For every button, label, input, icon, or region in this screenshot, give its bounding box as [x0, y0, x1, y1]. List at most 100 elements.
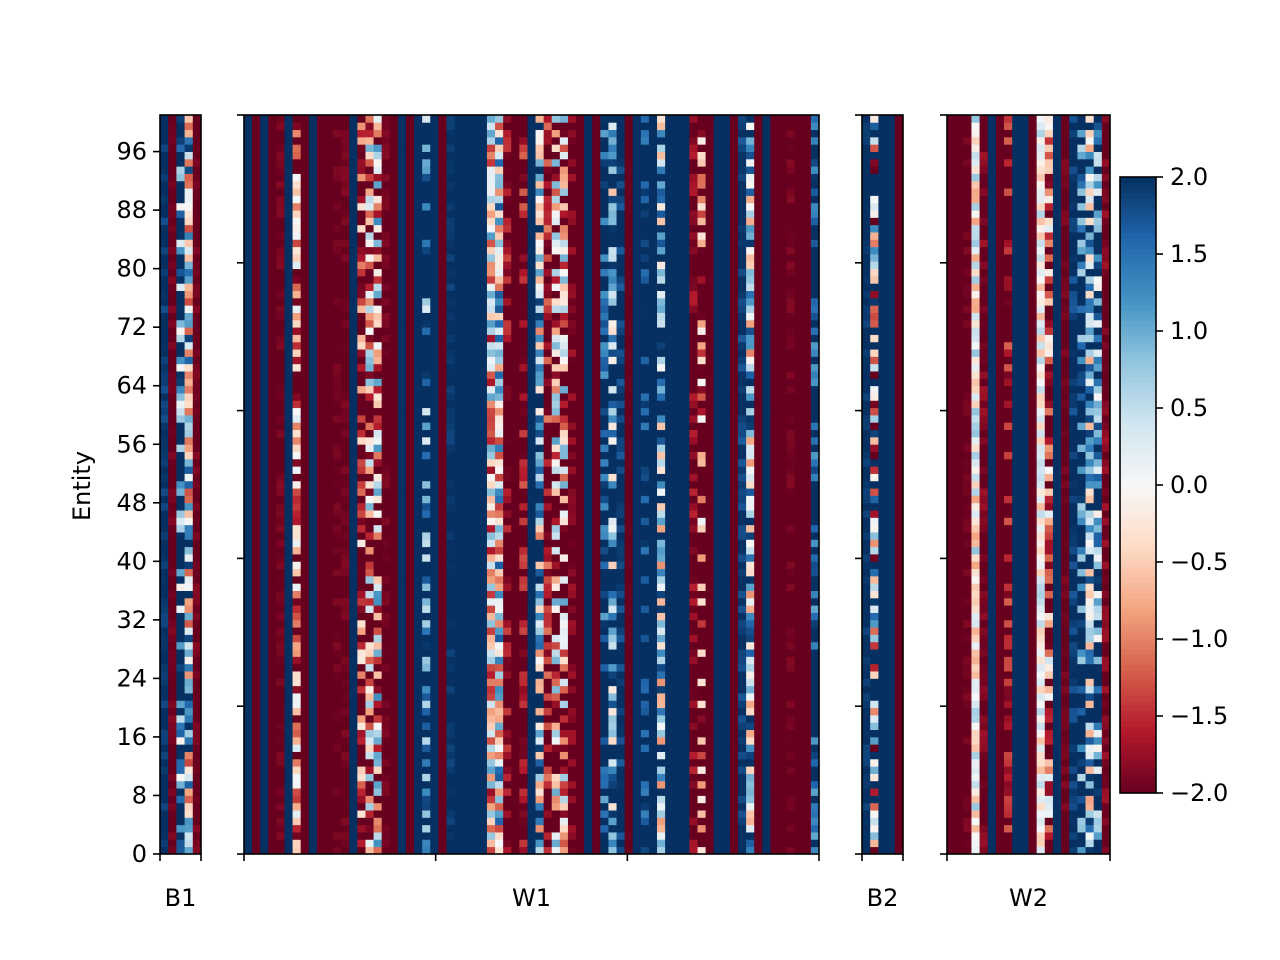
heatmap-cell [470, 641, 480, 650]
heatmap-cell [397, 436, 407, 445]
heatmap-cell [308, 605, 318, 613]
heatmap-cell [341, 319, 350, 328]
heatmap-cell [495, 656, 504, 665]
heatmap-cell [495, 788, 504, 796]
heatmap-cell [535, 385, 545, 394]
heatmap-cell [470, 371, 480, 379]
heatmap-cell [316, 122, 326, 131]
heatmap-cell [414, 619, 423, 628]
heatmap-cell [430, 444, 439, 452]
heatmap-cell [276, 451, 285, 460]
heatmap-cell [584, 115, 593, 123]
heatmap-cell [397, 780, 407, 789]
heatmap-cell [357, 751, 366, 760]
heatmap-cell [389, 115, 399, 123]
heatmap-cell [300, 583, 310, 591]
heatmap-cell [316, 802, 326, 811]
heatmap-cell [389, 788, 399, 796]
heatmap-cell [357, 246, 366, 255]
heatmap-cell [414, 422, 423, 431]
heatmap-cell [308, 517, 318, 526]
heatmap-cell [349, 619, 358, 628]
heatmap-cell [551, 605, 561, 613]
heatmap-cell [584, 714, 593, 723]
heatmap-cell [559, 378, 569, 387]
heatmap-cell [176, 561, 185, 570]
heatmap-cell [244, 627, 253, 635]
heatmap-cell [600, 758, 609, 767]
heatmap-cell [422, 510, 431, 518]
heatmap-cell [470, 144, 480, 152]
heatmap-cell [284, 502, 293, 511]
heatmap-cell [454, 319, 464, 328]
heatmap-cell [511, 158, 520, 167]
heatmap-cell [567, 115, 577, 123]
heatmap-cell [405, 173, 415, 182]
heatmap-cell [252, 444, 261, 452]
heatmap-cell [357, 202, 366, 211]
heatmap-cell [316, 736, 326, 745]
heatmap-cell [284, 444, 293, 452]
heatmap-cell [381, 122, 391, 131]
heatmap-cell [365, 832, 374, 840]
heatmap-cell [268, 671, 277, 679]
heatmap-cell [527, 729, 536, 738]
heatmap-cell [168, 239, 177, 248]
heatmap-cell [462, 480, 472, 489]
heatmap-cell [511, 832, 520, 840]
heatmap-cell [276, 597, 285, 606]
heatmap-cell [551, 649, 561, 657]
heatmap-cell [405, 824, 415, 833]
heatmap-cell [519, 349, 528, 357]
heatmap-cell [373, 136, 383, 145]
heatmap-cell [584, 729, 593, 738]
heatmap-cell [511, 224, 520, 233]
heatmap-cell [357, 795, 366, 804]
heatmap-cell [567, 700, 577, 709]
heatmap-cell [365, 122, 374, 131]
heatmap-cell [405, 239, 415, 248]
heatmap-cell [486, 802, 496, 811]
heatmap-cell [381, 151, 391, 160]
heatmap-cell [495, 802, 504, 811]
heatmap-cell [405, 136, 415, 145]
heatmap-cell [454, 656, 464, 665]
heatmap-cell [503, 561, 512, 570]
heatmap-cell [551, 619, 561, 628]
heatmap-cell [543, 268, 553, 277]
heatmap-cell [438, 290, 447, 299]
heatmap-cell [527, 612, 536, 621]
heatmap-cell [535, 758, 545, 767]
heatmap-cell [478, 641, 488, 650]
heatmap-cell [527, 554, 536, 562]
heatmap-cell [478, 393, 488, 401]
heatmap-cell [184, 671, 194, 679]
heatmap-cell [168, 524, 177, 533]
heatmap-cell [192, 444, 202, 452]
heatmap-cell [284, 202, 293, 211]
heatmap-cell [503, 414, 512, 423]
heatmap-cell [414, 283, 423, 292]
heatmap-cell [405, 671, 415, 679]
heatmap-cell [357, 729, 366, 738]
heatmap-cell [478, 129, 488, 138]
heatmap-cell [438, 319, 447, 328]
heatmap-cell [349, 378, 358, 387]
heatmap-cell [478, 722, 488, 731]
heatmap-cell [486, 788, 496, 796]
heatmap-cell [551, 780, 561, 789]
heatmap-cell [503, 546, 512, 555]
heatmap-cell [292, 605, 302, 613]
heatmap-cell [551, 758, 561, 767]
heatmap-cell [333, 444, 342, 452]
heatmap-cell [316, 144, 326, 152]
heatmap-cell [519, 385, 528, 394]
heatmap-cell [244, 319, 253, 328]
heatmap-cell [535, 202, 545, 211]
heatmap-cell [160, 173, 169, 182]
heatmap-cell [446, 502, 455, 511]
heatmap-cell [527, 700, 536, 709]
heatmap-cell [405, 597, 415, 606]
heatmap-cell [584, 619, 593, 628]
heatmap-cell [422, 656, 431, 665]
